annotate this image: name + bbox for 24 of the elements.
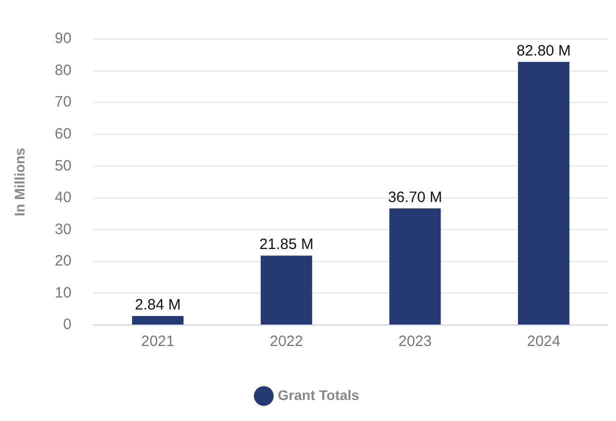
y-tick-label: 30 <box>54 220 72 238</box>
y-tick-label: 0 <box>63 316 72 334</box>
bar <box>132 316 184 324</box>
data-label: 36.70 M <box>388 189 442 206</box>
bar <box>389 208 441 324</box>
y-tick-label: 70 <box>54 94 72 111</box>
bar <box>260 256 312 324</box>
bar <box>518 62 570 324</box>
data-label: 21.85 M <box>259 236 314 254</box>
y-tick-label: 60 <box>54 125 72 142</box>
data-label: 82.80 M <box>516 42 571 60</box>
y-tick-label: 40 <box>54 189 72 206</box>
x-tick-label: 2022 <box>270 333 304 350</box>
y-tick-label: 20 <box>54 252 72 270</box>
y-tick-label: 50 <box>54 157 72 174</box>
x-tick-label: 2023 <box>398 333 432 350</box>
y-axis-title: In Millions <box>11 148 28 216</box>
data-label: 2.84 M <box>134 296 181 314</box>
x-tick-label: 2024 <box>527 333 560 350</box>
legend-label: Grant Totals <box>278 386 360 403</box>
y-tick-label: 90 <box>54 30 72 48</box>
y-tick-label: 10 <box>54 284 72 302</box>
x-tick-label: 2021 <box>141 333 174 350</box>
y-tick-label: 80 <box>54 62 72 79</box>
